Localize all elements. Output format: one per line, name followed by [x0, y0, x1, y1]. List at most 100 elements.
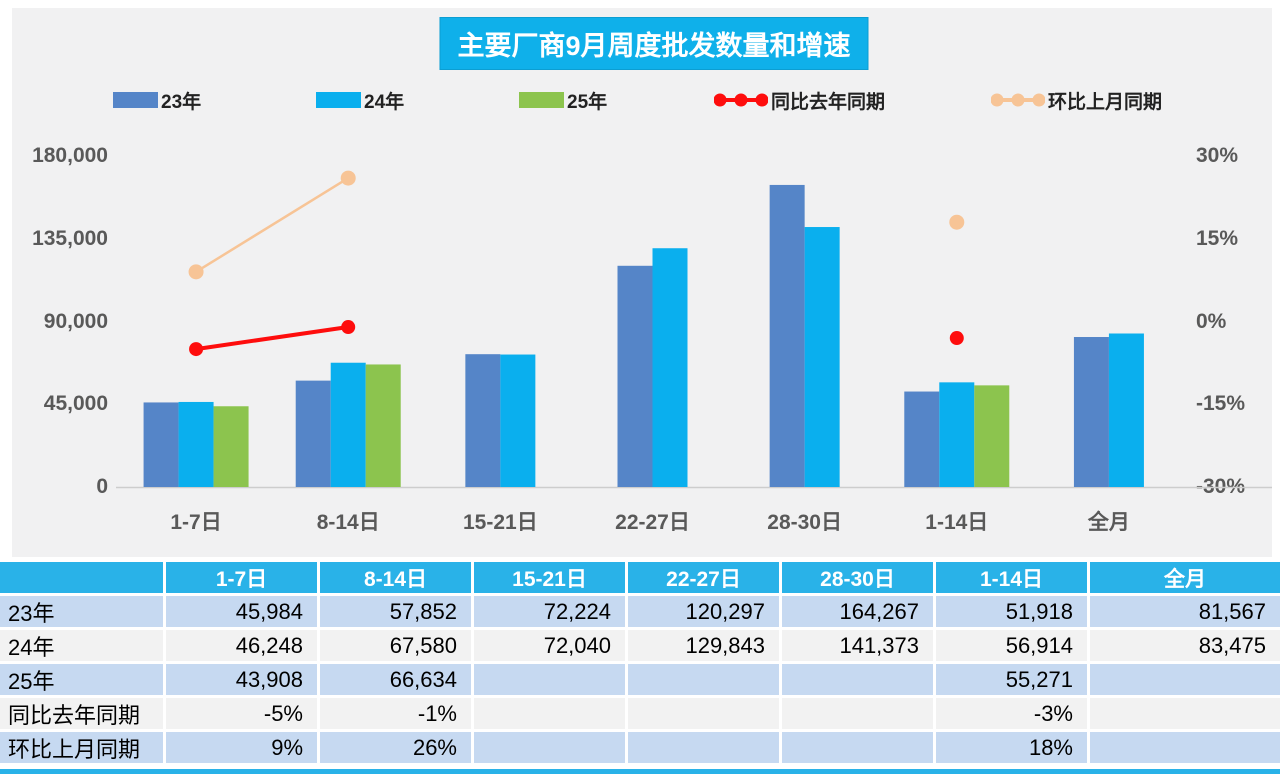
legend-label: 23年: [161, 91, 202, 113]
table-cell-r2-c0: 43,908: [166, 664, 320, 698]
table-row-label: 23年: [0, 596, 166, 630]
table-header-cell-3: 15-21日: [474, 562, 628, 596]
legend-label: 25年: [567, 91, 608, 113]
bar-s0-c3: [617, 265, 653, 487]
legend-item-0: 23年: [113, 88, 202, 113]
table-cell-r4-c6: [1090, 732, 1280, 766]
point-1-c5: [949, 214, 965, 230]
table-cell-r2-c4: [782, 664, 936, 698]
table-cell-r1-c3: 129,843: [628, 630, 782, 664]
legend-swatch-icon: [113, 92, 158, 108]
point-0-c1: [341, 320, 356, 335]
table-cell-r3-c4: [782, 698, 936, 732]
table-row-3: 同比去年同期 -5% -1% -3%: [0, 698, 1280, 732]
table-cell-r4-c2: [474, 732, 628, 766]
table-row-label: 同比去年同期: [0, 698, 166, 732]
point-0-c0: [189, 342, 204, 357]
table-cell-r4-c4: [782, 732, 936, 766]
x-label-2: 15-21日: [462, 511, 538, 534]
table-cell-r4-c1: 26%: [320, 732, 474, 766]
table-row-1: 24年 46,248 67,580 72,040 129,843 141,373 56,91…: [0, 630, 1280, 664]
table-header-row: 1-7日 8-14日 15-21日 22-27日 28-30日 1-14日 全月: [0, 562, 1280, 596]
table-header-cell-2: 8-14日: [320, 562, 474, 596]
table-row-2: 25年 43,908 66,634 55,271: [0, 664, 1280, 698]
x-label-0: 1-7日: [170, 511, 222, 534]
y-tick-right-0: 30%: [1196, 144, 1239, 167]
table-cell-r4-c5: 18%: [936, 732, 1090, 766]
bar-s1-c4: [804, 227, 840, 487]
table-cell-r3-c2: [474, 698, 628, 732]
y-tick-left-4: 0: [96, 475, 108, 498]
bottom-accent-strip: [0, 769, 1280, 774]
table-cell-r3-c0: -5%: [166, 698, 320, 732]
x-label-1: 8-14日: [316, 511, 380, 534]
bar-s1-c5: [939, 382, 975, 487]
legend-line-marker-icon: [991, 93, 1045, 107]
table-row-4: 环比上月同期 9% 26% 18%: [0, 732, 1280, 766]
table-row-label: 环比上月同期: [0, 732, 166, 766]
y-tick-left-2: 90,000: [43, 309, 108, 333]
legend-swatch-icon: [316, 92, 361, 108]
chart-title: 主要厂商9月周度批发数量和增速: [439, 17, 869, 70]
legend-swatch-icon: [519, 92, 564, 108]
point-1-c0: [188, 264, 204, 280]
legend-item-4: 环比上月同期: [991, 88, 1163, 113]
data-table: 1-7日 8-14日 15-21日 22-27日 28-30日 1-14日 全月 23年 45,…: [0, 562, 1280, 766]
table-cell-r4-c0: 9%: [166, 732, 320, 766]
bar-s1-c6: [1108, 333, 1144, 487]
table-cell-r4-c3: [628, 732, 782, 766]
point-0-c5: [949, 331, 964, 346]
line-1-seg0: [195, 177, 349, 273]
table-cell-r0-c5: 51,918: [936, 596, 1090, 630]
y-tick-left-3: 45,000: [43, 392, 108, 416]
y-tick-left-0: 180,000: [32, 144, 108, 167]
point-1-c1: [340, 170, 356, 186]
y-tick-left-1: 135,000: [32, 226, 108, 250]
table-cell-r1-c0: 46,248: [166, 630, 320, 664]
table-cell-r2-c3: [628, 664, 782, 698]
table-cell-r0-c6: 81,567: [1090, 596, 1280, 630]
table-header-cell-1: 1-7日: [166, 562, 320, 596]
table-cell-r1-c1: 67,580: [320, 630, 474, 664]
table-cell-r3-c3: [628, 698, 782, 732]
bar-s1-c2: [500, 354, 536, 487]
table-cell-r0-c2: 72,224: [474, 596, 628, 630]
bar-s0-c6: [1073, 337, 1109, 487]
table-cell-r3-c5: -3%: [936, 698, 1090, 732]
table-header-cell-7: 全月: [1090, 562, 1280, 596]
table-cell-r1-c6: 83,475: [1090, 630, 1280, 664]
table-cell-r2-c1: 66,634: [320, 664, 474, 698]
legend-label: 环比上月同期: [1048, 91, 1163, 113]
bar-s0-c4: [769, 184, 805, 487]
table-row-label: 24年: [0, 630, 166, 664]
table-header-cell-4: 22-27日: [628, 562, 782, 596]
table-header-cell-5: 28-30日: [782, 562, 936, 596]
x-label-5: 1-14日: [925, 511, 989, 534]
y-tick-right-1: 15%: [1196, 226, 1239, 250]
table-cell-r3-c1: -1%: [320, 698, 474, 732]
table-cell-r0-c3: 120,297: [628, 596, 782, 630]
table-cell-r0-c1: 57,852: [320, 596, 474, 630]
table-cell-r0-c0: 45,984: [166, 596, 320, 630]
table-cell-r3-c6: [1090, 698, 1280, 732]
bar-s1-c1: [330, 362, 366, 487]
y-tick-right-3: -15%: [1196, 392, 1246, 416]
bar-s2-c0: [213, 406, 249, 487]
bar-s0-c2: [465, 354, 501, 487]
table-header-cell-0: [0, 562, 166, 596]
bar-s2-c5: [974, 385, 1010, 487]
table-row-label: 25年: [0, 664, 166, 698]
table-header-cell-6: 1-14日: [936, 562, 1090, 596]
table-row-0: 23年 45,984 57,852 72,224 120,297 164,267 51,91…: [0, 596, 1280, 630]
table-cell-r1-c4: 141,373: [782, 630, 936, 664]
legend-item-2: 25年: [519, 88, 608, 113]
bar-s1-c0: [178, 401, 214, 487]
table-cell-r1-c2: 72,040: [474, 630, 628, 664]
bar-s0-c1: [295, 380, 331, 487]
legend-item-3: 同比去年同期: [714, 88, 885, 113]
table-cell-r1-c5: 56,914: [936, 630, 1090, 664]
bar-s0-c0: [143, 402, 179, 487]
table-cell-r0-c4: 164,267: [782, 596, 936, 630]
x-label-6: 全月: [1087, 511, 1130, 534]
bar-s2-c1: [365, 364, 401, 487]
